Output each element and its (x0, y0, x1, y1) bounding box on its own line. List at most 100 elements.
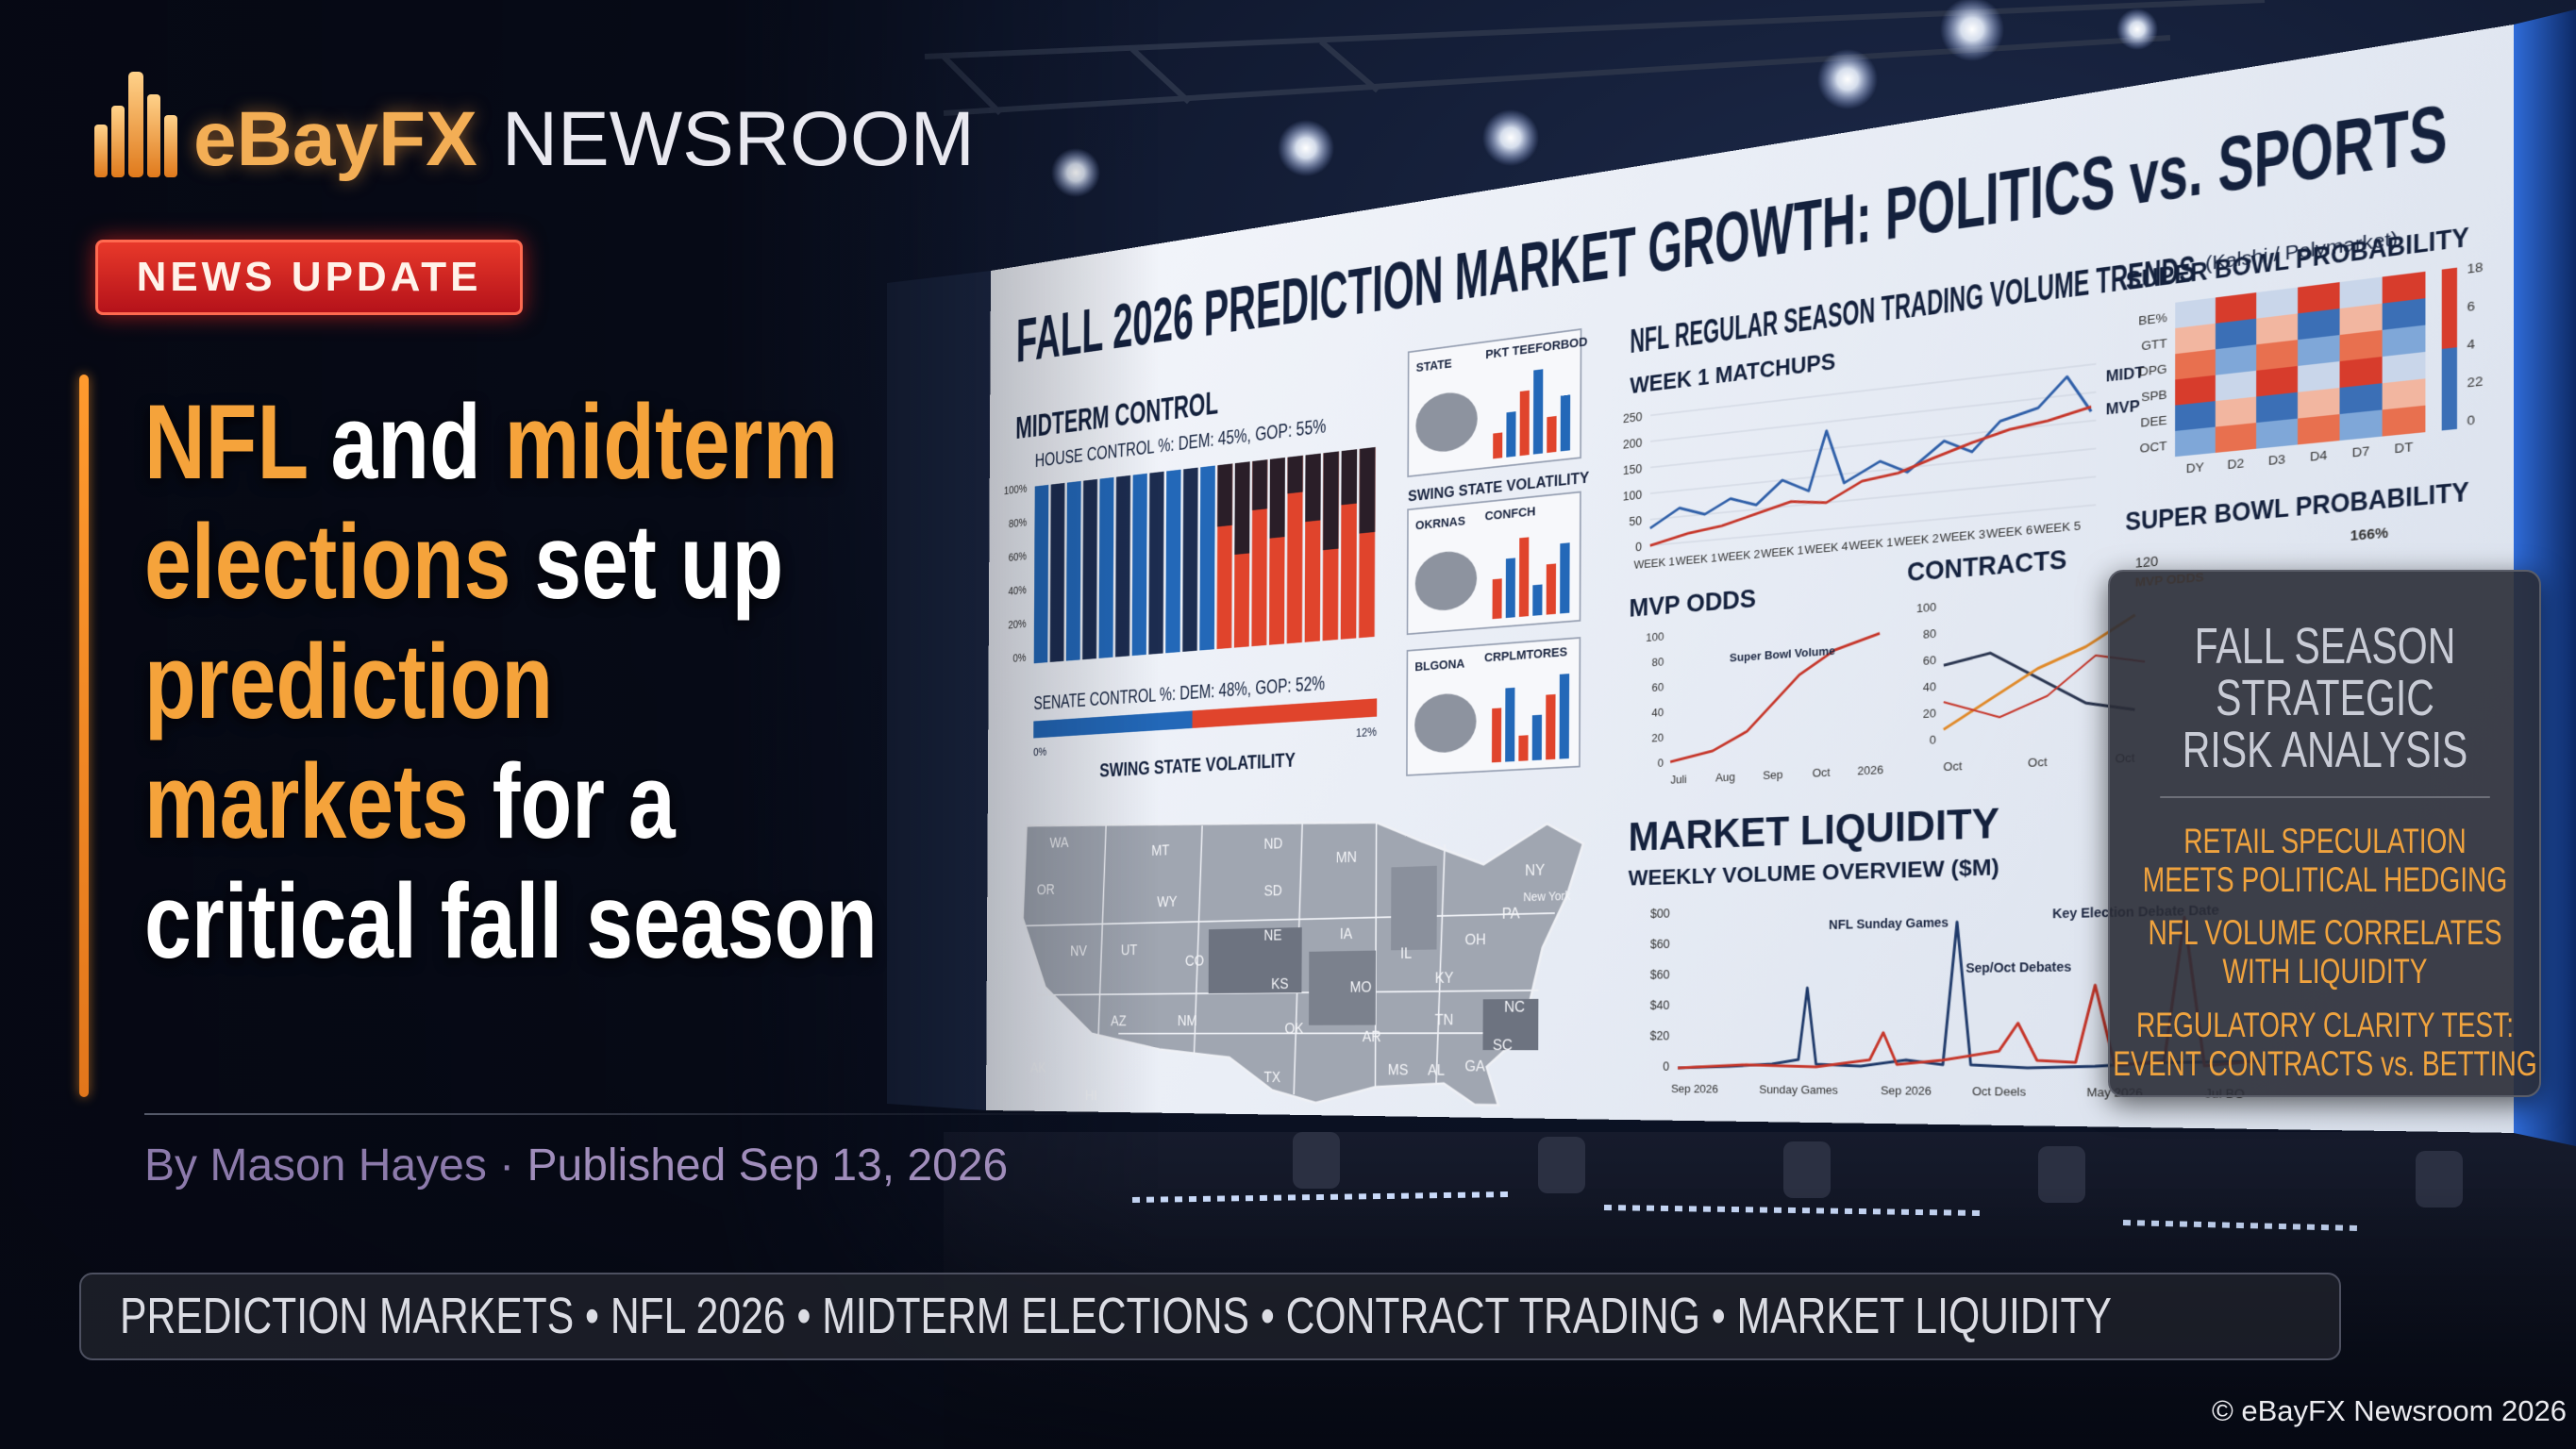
accent-bar (79, 375, 89, 1097)
screen-text: Oct Deels (1972, 1085, 2027, 1099)
screen-text: 200 (1623, 437, 1643, 453)
house-column (1115, 475, 1131, 658)
screen-text: 18 (2467, 259, 2484, 275)
screen-text: WEEK 1 (1633, 555, 1674, 571)
screen-text: DPG (2139, 362, 2167, 379)
inset-bar (1531, 714, 1543, 761)
panel-point-line: MEETS POLITICAL HEDGING (2142, 860, 2507, 899)
senate-bar-gop (1192, 698, 1378, 728)
grid-line (1650, 476, 2096, 519)
screen-text: 0 (1635, 541, 1643, 555)
screen-text: $20 (1650, 1030, 1671, 1044)
heatmap-cell (2215, 292, 2257, 324)
screen-text: WEEK 1 (1848, 536, 1893, 553)
screen-text: KS (1271, 975, 1288, 992)
house-column-top (1234, 461, 1250, 555)
headline-text: critical fall season (144, 862, 878, 980)
house-column (1182, 467, 1198, 652)
screen-text: 100 (1916, 600, 1936, 615)
inset-bar (1532, 584, 1543, 616)
screen-text: 4 (2467, 337, 2474, 352)
heatmap-cell (2382, 351, 2426, 384)
screen-text: WEEK 2 (1894, 531, 1939, 548)
tag-bar: PREDICTION MARKETS • NFL 2026 • MIDTERM … (79, 1273, 2341, 1360)
heatmap-cell (2175, 323, 2216, 355)
heatmap-cell (2215, 370, 2257, 402)
heatmap-cell (2256, 313, 2299, 345)
headline-text: for a (492, 742, 676, 860)
heatmap-cell (2298, 282, 2340, 314)
heatmap-cell (2175, 349, 2216, 380)
screen-text: $60 (1650, 938, 1671, 952)
senate-bar-dem (1033, 710, 1193, 739)
heatmap-cell (2298, 335, 2340, 366)
grid-line (1650, 448, 2096, 493)
heatmap-cell (2256, 418, 2298, 449)
house-column (1199, 465, 1215, 651)
inset-bar (1546, 563, 1557, 615)
screen-text: WA (1050, 835, 1070, 851)
heatmap-cell (2298, 361, 2340, 392)
panel-title: FALL SEASON STRATEGIC RISK ANALYSIS (2110, 621, 2539, 778)
screen-text: MVP ODDS (1630, 584, 1757, 624)
logo-icon (94, 72, 177, 177)
panel-title-line: STRATEGIC (2215, 670, 2434, 726)
contract-line-1 (1944, 643, 2135, 721)
screen-text: Aug (1715, 771, 1735, 784)
screen-text: 2026 (1857, 763, 1883, 777)
screen-text: WEEKLY VOLUME OVERVIEW ($M) (1629, 855, 1999, 891)
screen-text: Juli (1670, 773, 1686, 786)
screen-text: 6 (2467, 299, 2474, 314)
screen-text: NY (1525, 861, 1546, 879)
inset-bar (1492, 578, 1502, 620)
tag: PREDICTION MARKETS (120, 1288, 575, 1344)
screen-text: IA (1340, 925, 1353, 942)
heatmap-cell (2256, 365, 2299, 397)
heatmap-cell (2382, 271, 2426, 304)
screen-text: UT (1121, 942, 1138, 958)
house-column (1098, 476, 1114, 658)
headline-line: NFL and midterm (144, 382, 878, 502)
brand-name: eBayFX (193, 96, 477, 182)
screen-text: NV (1070, 943, 1087, 959)
screen-text: MN (1336, 849, 1357, 866)
screen-text: SUPER BOWL PROBABILITY (2125, 476, 2469, 538)
screen-text: SC (1493, 1037, 1513, 1054)
heatmap-cell (2256, 391, 2299, 424)
screen-text: DY (2186, 460, 2204, 475)
heatmap-cell (2339, 329, 2383, 362)
screen-text: WEEK 5 (2033, 519, 2081, 537)
screen-text: Sep (1763, 768, 1782, 782)
screen-side-frame (887, 271, 991, 1110)
heatmap-cell (2175, 426, 2216, 458)
screen-text: DEE (2140, 413, 2166, 429)
contract-line-2 (1944, 615, 2135, 729)
screen-text: KY (1435, 970, 1455, 987)
screen-text: 100% (1004, 483, 1028, 498)
screen-text: AL (1428, 1061, 1445, 1078)
headline-accent: elections (144, 503, 511, 621)
screen-text: 20 (1923, 707, 1936, 721)
byline: By Mason Hayes · Published Sep 13, 2026 (144, 1140, 1008, 1192)
screen-text: Oct (2028, 755, 2048, 769)
inset-bar (1546, 693, 1556, 760)
heatmap-cell (2298, 308, 2340, 341)
screen-text: Sep 2026 (1881, 1084, 1932, 1097)
screen-text: 40% (1009, 584, 1028, 598)
screen-text: NFL Sunday Games (1829, 916, 1949, 933)
screen-text: HI (1085, 1088, 1097, 1104)
screen-text: SWING STATE VOLATILITY (1099, 749, 1296, 782)
published-date: Published Sep 13, 2026 (527, 1141, 1009, 1191)
screen-text: DT (2395, 440, 2415, 456)
panel-point-line: RETAIL SPECULATION (2183, 822, 2467, 860)
screen-text: MO (1350, 979, 1372, 996)
inset-bar (1518, 735, 1529, 761)
screen-text: AR (1363, 1028, 1381, 1045)
screen-text: 20 (1651, 731, 1664, 744)
screen-text: $00 (1650, 908, 1671, 922)
headline: NFL and midterm elections set up predictio… (144, 382, 878, 981)
grid-line (1650, 392, 2096, 441)
panel-title-line: RISK ANALYSIS (2182, 722, 2467, 778)
screen-text: WEEK 4 (1804, 540, 1848, 557)
